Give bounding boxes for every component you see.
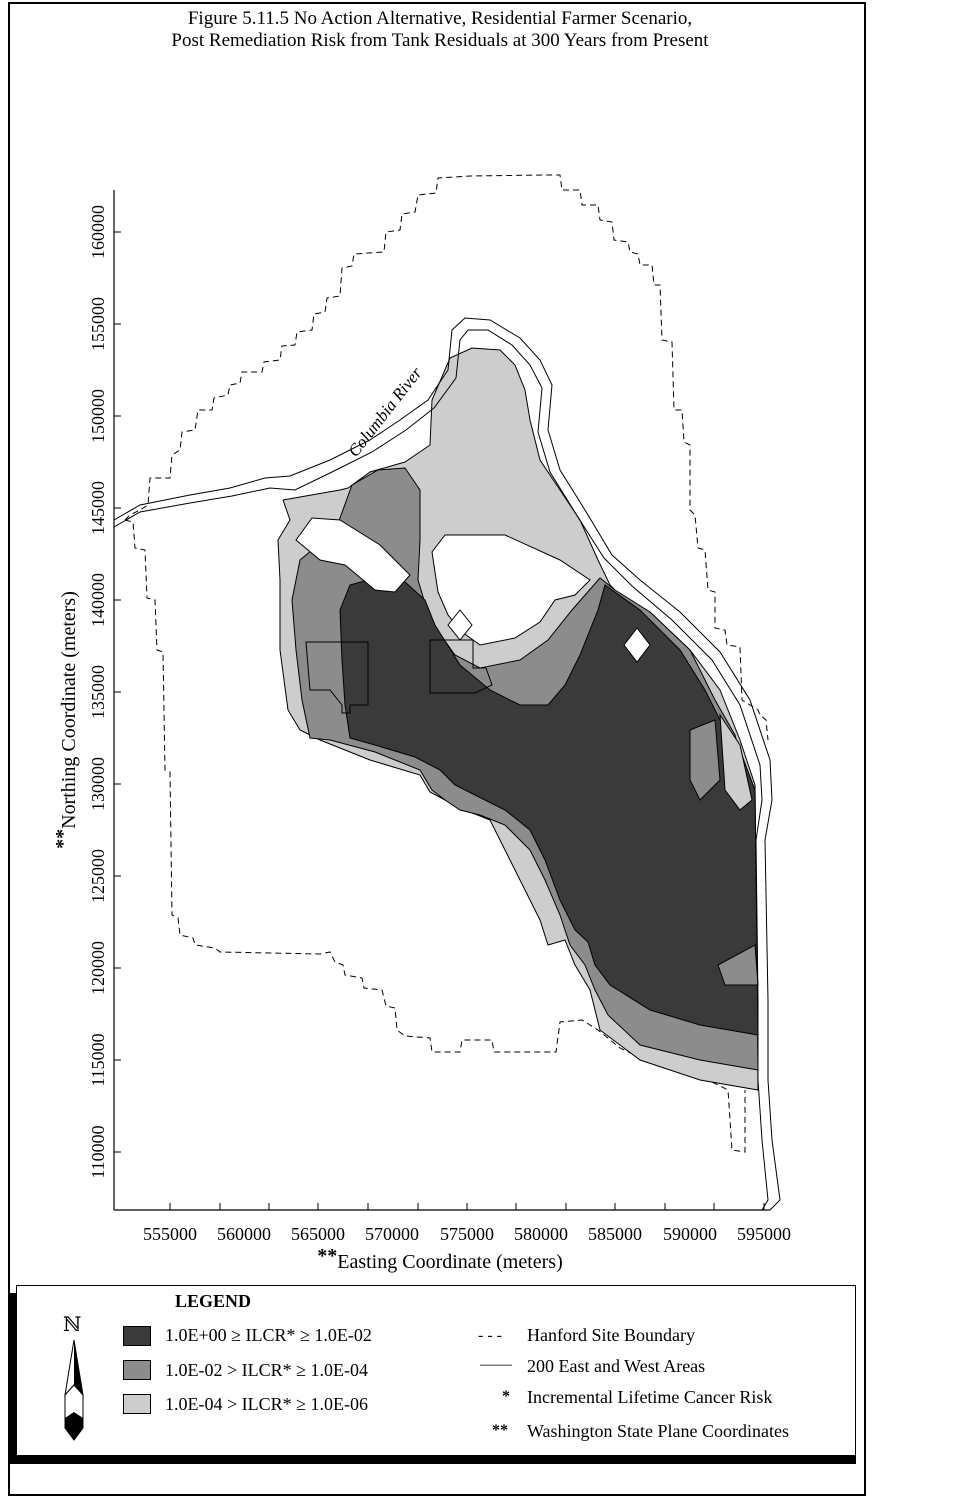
columbia-river-bank-north	[113, 317, 781, 1211]
area-200-east	[429, 639, 493, 694]
risk-zone-light-patch-east	[719, 713, 753, 811]
north-symbol: ℕ	[63, 1314, 82, 1336]
x-axis-ticks	[169, 1203, 765, 1210]
y-tick-label: 155000	[88, 297, 108, 351]
legend-state-plane: Washington State Plane Coordinates	[527, 1421, 790, 1441]
y-tick-label: 130000	[88, 757, 108, 811]
y-axis-ticks	[114, 231, 121, 1153]
area-200-west	[305, 641, 369, 714]
hanford-site-boundary-south	[124, 519, 746, 1153]
white-area-west	[295, 517, 411, 593]
legend-box	[16, 1285, 856, 1456]
legend-hanford-boundary: Hanford Site Boundary	[527, 1325, 695, 1345]
legend-symbol-double-asterisk: **	[492, 1422, 508, 1439]
legend-symbol-asterisk: *	[502, 1388, 510, 1405]
legend-symbol-dashed: - - -	[478, 1327, 502, 1344]
y-axis-label: Northing Coordinate (meters)	[58, 591, 80, 829]
white-area-diamond	[623, 627, 651, 663]
north-arrow-icon	[64, 1340, 84, 1441]
white-area-central	[431, 534, 591, 646]
white-area-small	[447, 609, 473, 641]
y-tick-label: 120000	[88, 941, 108, 995]
y-tick-label: 150000	[88, 389, 108, 443]
legend-item-light: 1.0E-04 > ILCR* ≥ 1.0E-06	[165, 1394, 369, 1414]
figure-title: Figure 5.11.5 No Action Alternative, Res…	[120, 8, 760, 52]
x-tick-label: 580000	[514, 1224, 568, 1244]
x-tick-label: 575000	[440, 1224, 494, 1244]
y-tick-label: 115000	[88, 1033, 108, 1086]
title-line-2: Post Remediation Risk from Tank Residual…	[171, 30, 709, 51]
y-axis-label-prefix: **	[52, 829, 74, 849]
x-tick-label: 590000	[663, 1224, 717, 1244]
legend-shadow-left	[8, 1293, 16, 1463]
title-line-1: Figure 5.11.5 No Action Alternative, Res…	[187, 8, 693, 29]
legend-swatch-dark	[123, 1326, 151, 1346]
legend-title: LEGEND	[175, 1291, 252, 1311]
y-tick-label: 160000	[88, 205, 108, 259]
hanford-site-boundary	[124, 174, 769, 741]
y-tick-label: 140000	[88, 573, 108, 627]
north-arrow: ℕ	[55, 1312, 95, 1442]
y-tick-label: 145000	[88, 481, 108, 535]
legend-shadow-bottom	[8, 1456, 856, 1464]
y-tick-label: 135000	[88, 665, 108, 719]
legend-200-areas: 200 East and West Areas	[527, 1356, 706, 1376]
legend-item-dark: 1.0E+00 ≥ ILCR* ≥ 1.0E-02	[165, 1325, 372, 1345]
y-tick-label: 110000	[88, 1125, 108, 1178]
legend-item-medium: 1.0E-02 > ILCR* ≥ 1.0E-04	[165, 1360, 369, 1380]
y-tick-label: 125000	[88, 849, 108, 903]
x-tick-label: 565000	[291, 1224, 345, 1244]
columbia-river-bank-south	[113, 329, 769, 1211]
river-label: Columbia River	[344, 363, 426, 460]
x-tick-label: 595000	[737, 1224, 791, 1244]
legend-ilcr: Incremental Lifetime Cancer Risk	[527, 1387, 773, 1407]
x-tick-label: 585000	[588, 1224, 642, 1244]
figure-frame	[8, 2, 866, 1496]
x-axis-label: Easting Coordinate (meters)	[337, 1251, 563, 1273]
risk-zone-medium-patch-east	[689, 719, 721, 801]
svg-text:**Easting Coordinate (meters): **Easting Coordinate (meters)	[317, 1245, 563, 1273]
legend-symbol-solid: ——	[480, 1356, 512, 1373]
x-tick-label: 555000	[143, 1224, 197, 1244]
x-axis-label-prefix: **	[317, 1245, 337, 1267]
legend-swatch-medium	[123, 1360, 151, 1380]
x-tick-label: 570000	[365, 1224, 419, 1244]
x-tick-label: 560000	[217, 1224, 271, 1244]
svg-text:**Northing Coordinate (meters): **Northing Coordinate (meters)	[52, 591, 80, 849]
legend-swatch-light	[123, 1394, 151, 1414]
